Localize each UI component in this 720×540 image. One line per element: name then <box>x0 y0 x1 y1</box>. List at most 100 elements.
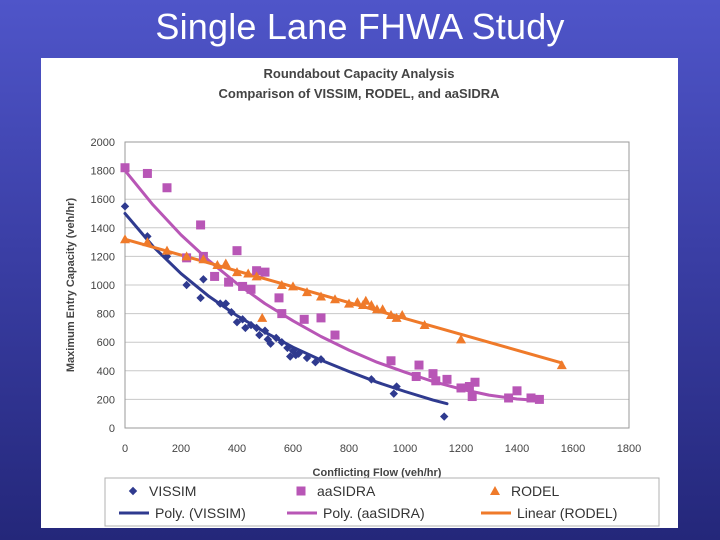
rodel-point <box>556 360 567 370</box>
trendline <box>123 237 564 365</box>
vissim-point <box>283 343 292 353</box>
vissim-point <box>241 323 250 333</box>
rodel-point <box>120 234 130 244</box>
vissim-point <box>272 333 281 343</box>
chart-figure: Roundabout Capacity Analysis Comparison o… <box>41 58 678 528</box>
rodel-point <box>232 267 242 277</box>
aasidra-point <box>442 374 452 384</box>
y-tick-label: 200 <box>97 394 115 406</box>
legend-label-poly-vissim: Poly. (VISSIM) <box>155 505 246 521</box>
x-tick-label: 400 <box>228 443 246 455</box>
vissim-point <box>196 293 205 303</box>
aasidra-point <box>504 393 514 403</box>
rodel-point <box>391 312 402 322</box>
vissim-point <box>182 280 191 290</box>
rodel-point <box>142 237 153 247</box>
aasidra-point <box>196 220 206 230</box>
vissim-point <box>227 307 236 317</box>
legend-label-aasidra: aaSIDRA <box>317 483 376 499</box>
vissim-point <box>440 412 449 421</box>
chart-title: Roundabout Capacity Analysis <box>264 66 455 81</box>
rodel-point <box>419 320 430 330</box>
vissim-point <box>120 202 130 211</box>
x-tick-label: 1200 <box>449 443 473 455</box>
aasidra-point <box>431 376 441 386</box>
legend-marker-rodel <box>490 486 500 495</box>
y-tick-label: 1800 <box>91 166 115 178</box>
vissim-point <box>316 355 326 364</box>
aasidra-point <box>120 163 130 173</box>
rodel-point <box>257 312 268 322</box>
aasidra-point <box>526 393 536 403</box>
legend-label-poly-aasidra: Poly. (aaSIDRA) <box>323 505 425 521</box>
x-tick-label: 0 <box>122 443 128 455</box>
rodel-point <box>386 310 396 320</box>
rodel-point <box>302 287 312 297</box>
aasidra-point <box>299 314 309 324</box>
legend-marker-aasidra <box>296 486 306 496</box>
rodel-point <box>220 258 231 268</box>
y-tick-label: 1400 <box>91 223 115 235</box>
aasidra-point <box>414 360 424 370</box>
vissim-point <box>311 358 320 367</box>
rodel-point <box>366 300 377 310</box>
legend-label-vissim: VISSIM <box>149 483 196 499</box>
rodel-point <box>288 281 298 291</box>
rodel-point <box>456 334 466 344</box>
y-axis-label: Maximum Entry Capacity (veh/hr) <box>65 198 77 373</box>
y-tick-label: 600 <box>97 337 115 349</box>
aasidra-point <box>224 277 234 287</box>
aasidra-point <box>246 284 256 294</box>
aasidra-point <box>470 377 480 387</box>
vissim-point <box>367 375 376 384</box>
aasidra-point <box>456 383 466 393</box>
aasidra-point <box>512 386 522 396</box>
x-tick-label: 800 <box>340 443 358 455</box>
rodel-point <box>181 251 192 261</box>
x-tick-label: 1000 <box>393 443 417 455</box>
y-tick-label: 0 <box>109 423 115 435</box>
vissim-point <box>216 299 225 308</box>
aasidra-point <box>274 293 284 303</box>
vissim-point <box>232 317 242 327</box>
y-tick-label: 800 <box>97 309 115 321</box>
aasidra-point <box>411 372 421 382</box>
vissim-point <box>221 299 230 308</box>
aasidra-point <box>467 392 477 402</box>
aasidra-point <box>232 246 242 256</box>
legend-box <box>104 477 660 527</box>
rodel-point <box>397 310 408 320</box>
vissim-point <box>199 275 208 284</box>
aasidra-point <box>210 271 220 281</box>
aasidra-point <box>142 168 152 178</box>
vissim-point <box>294 349 303 358</box>
aasidra-point <box>252 266 262 276</box>
rodel-point <box>316 291 326 301</box>
rodel-point <box>344 298 354 308</box>
aasidra-point <box>316 313 326 323</box>
aasidra-point <box>162 183 172 193</box>
rodel-point <box>212 259 223 269</box>
legend-label-rodel: RODEL <box>511 483 559 499</box>
vissim-point <box>392 382 401 391</box>
vissim-point <box>389 389 398 398</box>
y-tick-label: 1200 <box>91 251 115 263</box>
x-axis-label: Conflicting Flow (veh/hr) <box>313 467 442 479</box>
x-tick-label: 600 <box>284 443 302 455</box>
chart-subtitle: Comparison of VISSIM, RODEL, and aaSIDRA <box>219 86 501 101</box>
rodel-point <box>276 280 287 289</box>
rodel-point <box>162 245 172 255</box>
vissim-point <box>260 326 270 335</box>
trendline <box>123 212 449 406</box>
aasidra-point <box>277 309 287 319</box>
x-tick-label: 1400 <box>505 443 529 455</box>
vissim-point <box>277 338 286 347</box>
rodel-point <box>243 268 254 278</box>
legend-label-linear-rodel: Linear (RODEL) <box>517 505 617 521</box>
plot-area-border <box>124 141 630 429</box>
slide-title: Single Lane FHWA Study <box>155 6 565 47</box>
vissim-point <box>252 323 261 333</box>
rodel-point <box>352 297 363 307</box>
rodel-point <box>251 271 262 281</box>
vissim-point <box>143 232 152 241</box>
